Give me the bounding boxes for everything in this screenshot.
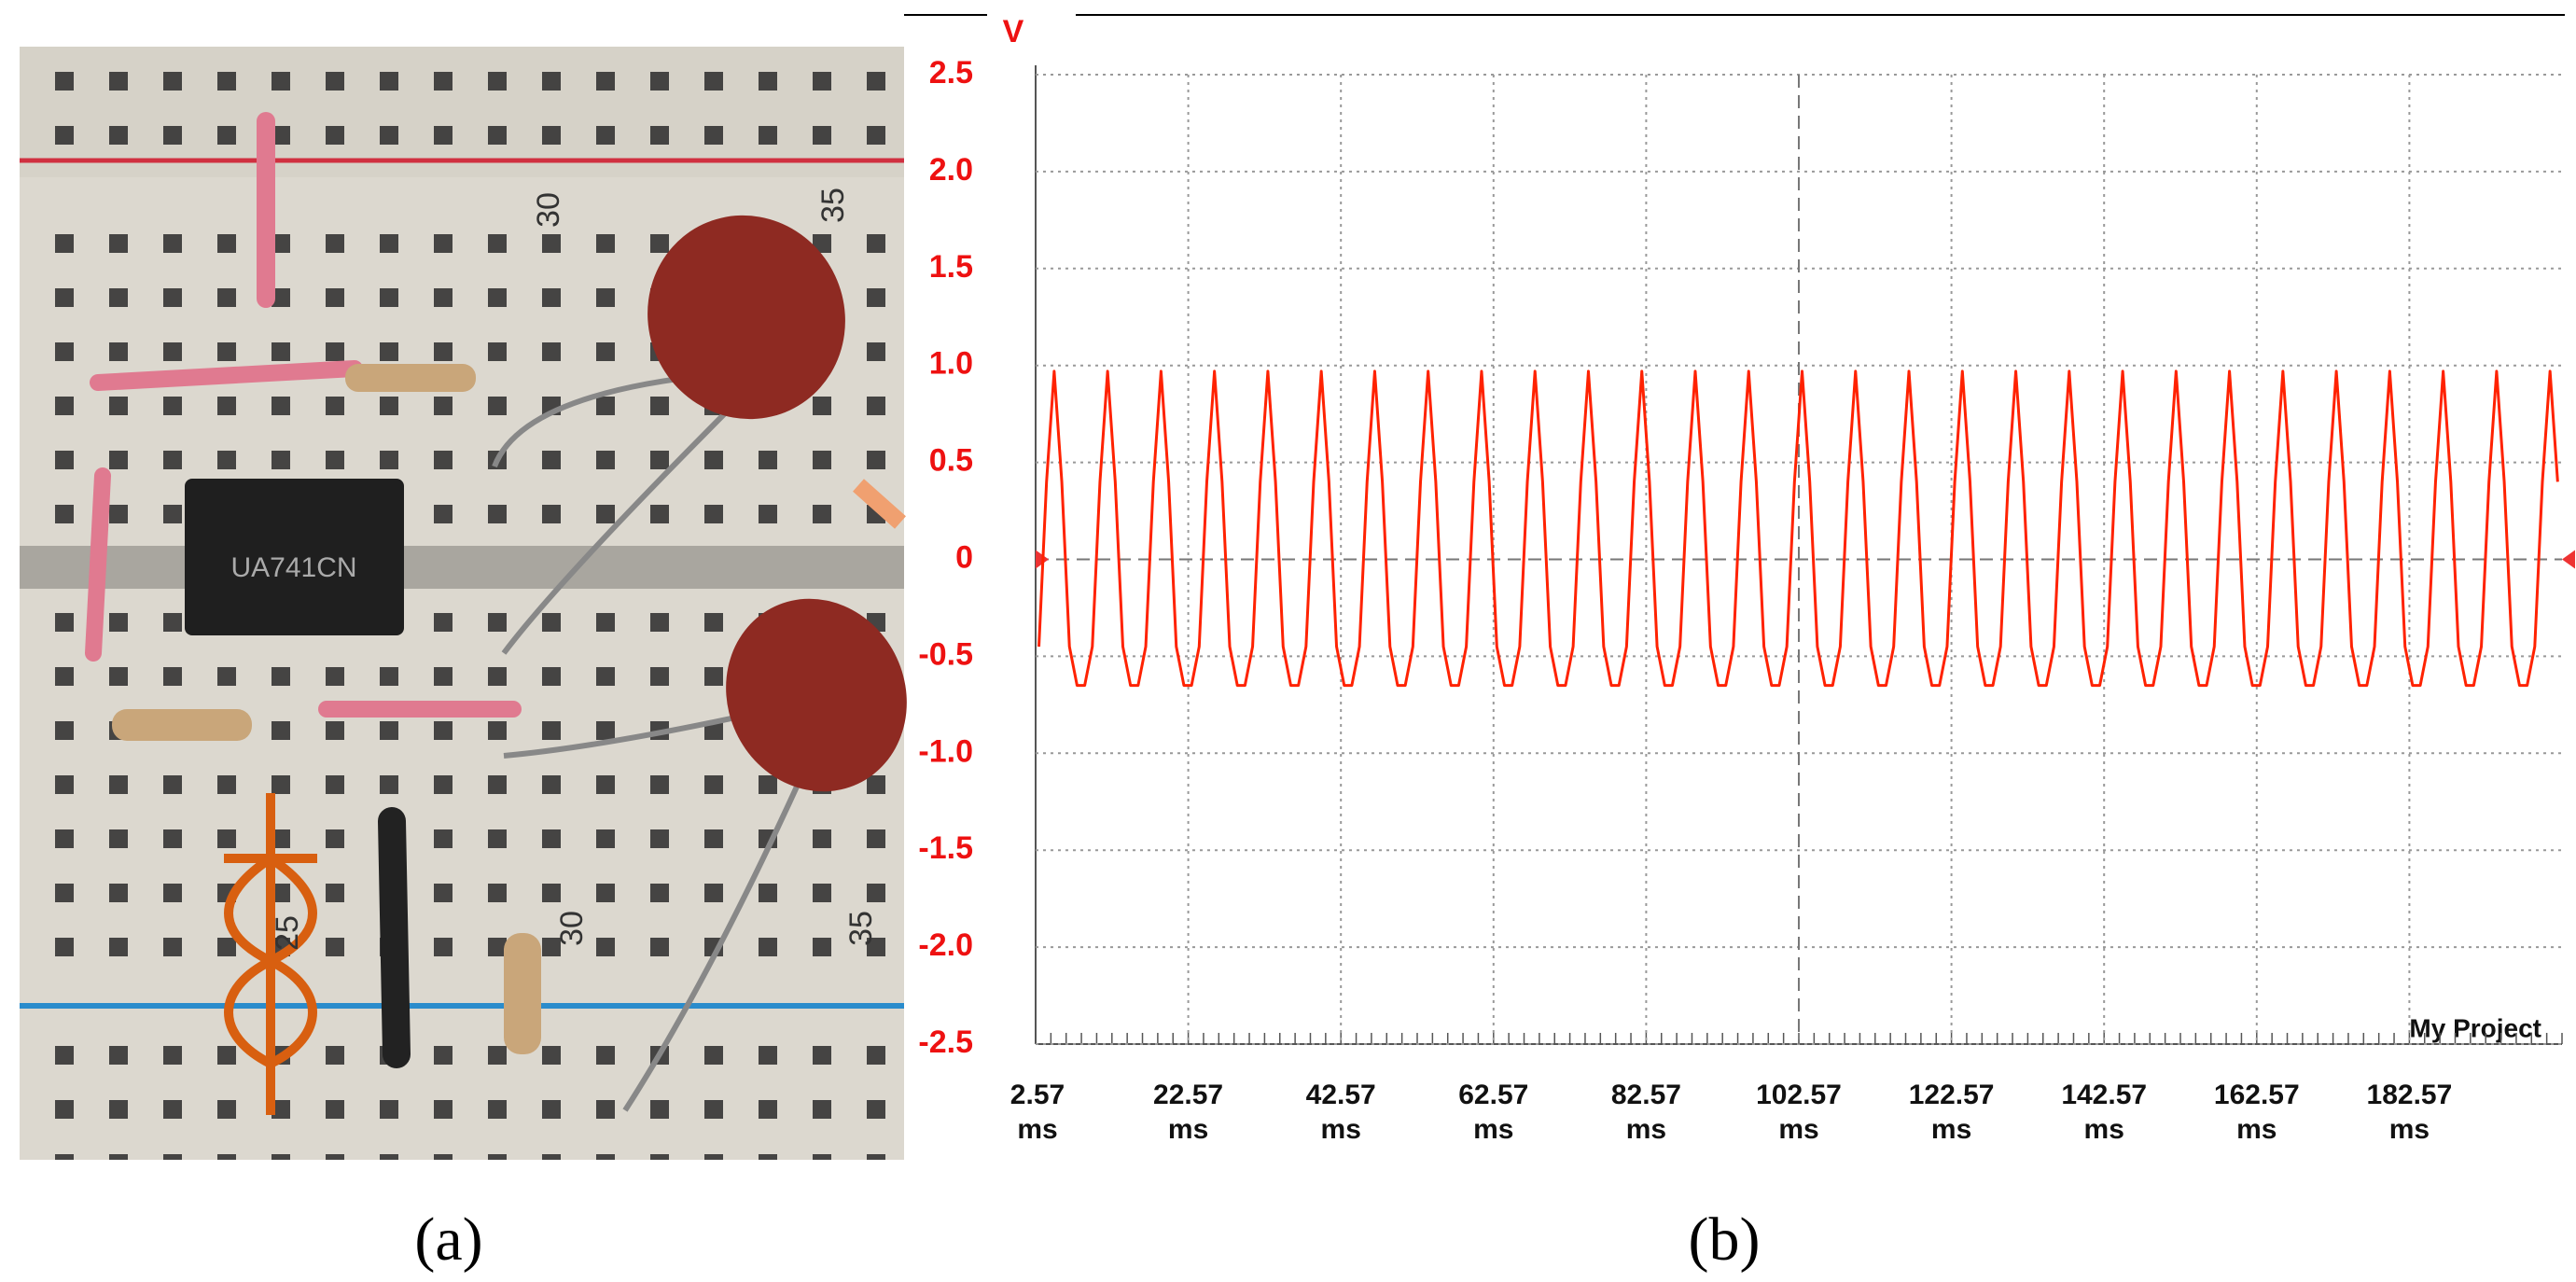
x-unit-label: ms	[2389, 1114, 2430, 1145]
panel-label: (a)	[414, 1205, 482, 1274]
x-tick-label: 2.57	[1010, 1080, 1065, 1110]
waveform	[1037, 369, 2559, 688]
y-tick-label: -1.5	[918, 830, 973, 866]
board-label: 35	[843, 911, 879, 946]
panel-label: (b)	[1689, 1205, 1761, 1274]
y-tick-label: 1.0	[929, 346, 973, 382]
x-tick-label: 82.57	[1611, 1080, 1681, 1110]
board-label: 30	[554, 911, 590, 946]
y-tick-label: -0.5	[918, 636, 973, 672]
x-tick-label: 42.57	[1306, 1080, 1376, 1110]
x-tick-label: 22.57	[1153, 1080, 1223, 1110]
chip-label: UA741CN	[230, 552, 356, 583]
y-tick-label: 0.5	[929, 443, 973, 479]
level-marker	[2562, 550, 2575, 569]
x-tick-label: 162.57	[2214, 1080, 2300, 1110]
x-tick-label: 142.57	[2061, 1080, 2147, 1110]
x-unit-label: ms	[1626, 1114, 1666, 1145]
y-tick-label: -1.0	[918, 733, 973, 769]
x-unit-label: ms	[1321, 1114, 1361, 1145]
x-tick-label: 102.57	[1756, 1080, 1842, 1110]
x-unit-label: ms	[2084, 1114, 2124, 1145]
board-label: 30	[531, 192, 566, 228]
x-unit-label: ms	[1017, 1114, 1057, 1145]
x-unit-label: ms	[1778, 1114, 1818, 1145]
x-tick-label: 182.57	[2367, 1080, 2453, 1110]
y-tick-label: -2.5	[918, 1024, 973, 1060]
y-tick-label: 1.5	[929, 249, 973, 285]
x-unit-label: ms	[1168, 1114, 1208, 1145]
y-tick-label: 2.0	[929, 152, 973, 188]
breadboard-photo: 30 35 25 30 35 UA741CN	[20, 47, 907, 1160]
y-tick-label: 0	[955, 539, 973, 575]
y-tick-label: -2.0	[918, 927, 973, 963]
x-tick-label: 62.57	[1458, 1080, 1528, 1110]
x-unit-label: ms	[1931, 1114, 1971, 1145]
y-tick-label: 2.5	[929, 55, 973, 91]
y-axis-label: V	[1003, 14, 1024, 49]
x-unit-label: ms	[2236, 1114, 2277, 1145]
board-label: 25	[270, 915, 305, 951]
x-tick-label: 122.57	[1909, 1080, 1995, 1110]
board-label: 35	[815, 188, 851, 223]
plot: 2.5 2.0 1.5 1.0 0.5 0 -0.5 -1.0 -1.5 -2.0 -2.5 2.57…	[918, 55, 2575, 1145]
annotation: My Project	[2409, 1013, 2541, 1042]
x-unit-label: ms	[1473, 1114, 1513, 1145]
